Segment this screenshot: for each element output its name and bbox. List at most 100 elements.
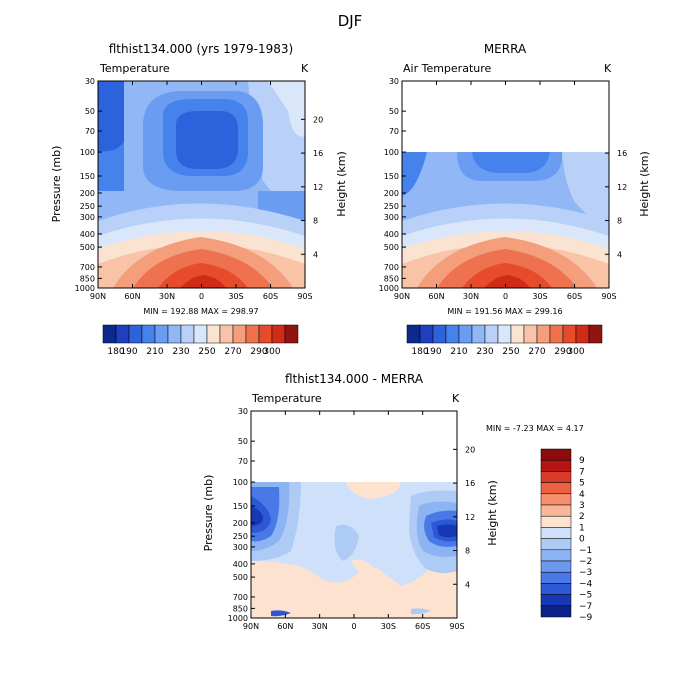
colorbar-label: 3 — [579, 501, 585, 511]
panel-model-left-axis-label: Pressure (mb) — [50, 146, 63, 223]
colorbar-label: 270 — [528, 347, 545, 357]
y-tick-label: 100 — [80, 148, 95, 157]
colorbar-swatch — [536, 324, 551, 344]
colorbar-label: 180 — [411, 347, 428, 357]
colorbar-swatch — [588, 324, 603, 344]
colorbar-label: 210 — [146, 347, 163, 357]
y-tick-label: 250 — [80, 202, 95, 211]
panel-difference-field — [251, 411, 457, 618]
x-tick-label: 90S — [297, 292, 312, 301]
y-tick-label: 700 — [80, 263, 95, 272]
y-tick-label: 300 — [233, 543, 248, 552]
panel-merra-right-axis-label: Height (km) — [638, 151, 651, 217]
x-tick-label: 90S — [449, 622, 464, 631]
height-tick-label: 20 — [313, 115, 323, 124]
colorbar-swatch — [271, 324, 286, 344]
y-tick-label: 850 — [233, 604, 248, 613]
y-tick-label: 500 — [80, 243, 95, 252]
y-tick-label: 1000 — [75, 284, 95, 293]
colorbar-swatch — [540, 571, 572, 584]
panel-merra-units: K — [604, 62, 612, 75]
y-tick-label: 150 — [233, 502, 248, 511]
colorbar-swatch — [497, 324, 512, 344]
x-tick-label: 30S — [228, 292, 243, 301]
colorbar-swatch — [540, 583, 572, 595]
colorbar-label: 4 — [579, 490, 585, 500]
x-tick-label: 60S — [415, 622, 430, 631]
colorbar-label: 300 — [263, 347, 280, 357]
colorbar-swatch — [258, 324, 273, 344]
colorbar-swatch — [549, 324, 564, 344]
panel-difference-units: K — [452, 392, 460, 405]
y-tick-label: 1000 — [228, 614, 248, 623]
colorbar-swatch — [115, 324, 130, 344]
colorbar-label: 230 — [476, 347, 493, 357]
colorbar-swatch — [540, 605, 572, 618]
panel-model-title: flthist134.000 (yrs 1979-1983) — [109, 42, 293, 56]
y-tick-label: 70 — [85, 127, 95, 136]
height-tick-label: 8 — [617, 217, 622, 226]
height-tick-label: 12 — [465, 513, 475, 522]
y-tick-label: 50 — [238, 437, 248, 446]
colorbar-label: 210 — [450, 347, 467, 357]
colorbar-swatch — [575, 324, 590, 344]
y-tick-label: 500 — [233, 573, 248, 582]
colorbar-swatch — [193, 324, 208, 344]
height-tick-label: 16 — [617, 149, 627, 158]
colorbar-label: 270 — [224, 347, 241, 357]
panel-model-field — [98, 81, 305, 288]
panel-merra-title: MERRA — [484, 42, 527, 56]
x-tick-label: 30S — [381, 622, 396, 631]
colorbar-label: −2 — [579, 557, 592, 567]
colorbar-swatch — [540, 549, 572, 562]
colorbar-label: 290 — [250, 347, 267, 357]
colorbar-swatch — [206, 324, 221, 344]
colorbar-swatch — [540, 504, 572, 517]
y-tick-label: 300 — [384, 213, 399, 222]
x-tick-label: 60S — [263, 292, 278, 301]
y-tick-label: 100 — [384, 148, 399, 157]
x-tick-label: 60N — [428, 292, 444, 301]
y-tick-label: 700 — [384, 263, 399, 272]
panel-difference-title: flthist134.000 - MERRA — [285, 372, 424, 386]
x-tick-label: 90N — [394, 292, 410, 301]
figure-title: DJF — [338, 12, 363, 30]
panel-model-right-axis-label: Height (km) — [335, 151, 348, 217]
height-tick-label: 16 — [465, 479, 475, 488]
x-tick-label: 0 — [199, 292, 204, 301]
colorbar-swatch — [510, 324, 525, 344]
x-tick-label: 30N — [463, 292, 479, 301]
panel-merra-axes: 90N 60N 30N 0 30S 60S 90S 30 50 70 100 150 200 250 300… — [379, 77, 628, 301]
colorbar-label: −1 — [579, 546, 592, 556]
x-tick-label: 90N — [90, 292, 106, 301]
panel-model: flthist134.000 (yrs 1979-1983) Temperatu… — [50, 42, 348, 357]
y-tick-label: 400 — [384, 230, 399, 239]
colorbar-label: 300 — [567, 347, 584, 357]
colorbar-label: 0 — [579, 535, 585, 545]
panel-difference: flthist134.000 - MERRA Temperature K — [202, 372, 593, 631]
y-tick-label: 300 — [80, 213, 95, 222]
colorbar-swatch — [445, 324, 460, 344]
y-tick-label: 200 — [80, 189, 95, 198]
colorbar-label: 190 — [120, 347, 137, 357]
y-tick-label: 100 — [233, 478, 248, 487]
panel-merra-stats: MIN = 191.56 MAX = 299.16 — [447, 307, 562, 316]
colorbar-swatch — [562, 324, 577, 344]
colorbar-swatch — [540, 515, 572, 528]
y-tick-label: 30 — [389, 77, 399, 86]
y-tick-label: 700 — [233, 593, 248, 602]
height-tick-label: 12 — [617, 183, 627, 192]
panel-model-axes: 90N 60N 30N 0 30S 60S 90S 30 50 70 100 150 200 250 300… — [75, 77, 324, 301]
colorbar-label: 190 — [424, 347, 441, 357]
colorbar-swatch — [523, 324, 538, 344]
colorbar-swatch — [540, 482, 572, 495]
y-tick-label: 30 — [238, 407, 248, 416]
panel-difference-stats: MIN = -7.23 MAX = 4.17 — [486, 424, 584, 433]
colorbar-swatch — [540, 493, 572, 506]
colorbar-label: −9 — [579, 613, 593, 623]
x-tick-label: 90N — [243, 622, 259, 631]
colorbar-swatch — [245, 324, 260, 344]
panel-difference-variable: Temperature — [251, 392, 322, 405]
colorbar-swatch — [406, 324, 421, 344]
colorbar-swatch — [540, 471, 572, 483]
